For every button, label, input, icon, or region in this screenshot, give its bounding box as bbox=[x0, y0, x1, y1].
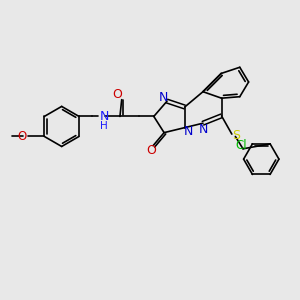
Text: H: H bbox=[100, 121, 108, 131]
Text: S: S bbox=[232, 129, 240, 142]
Text: O: O bbox=[112, 88, 122, 101]
Text: N: N bbox=[100, 110, 110, 123]
Text: O: O bbox=[147, 145, 157, 158]
Text: N: N bbox=[198, 123, 208, 136]
Text: Cl: Cl bbox=[236, 139, 247, 152]
Text: N: N bbox=[159, 91, 168, 104]
Text: O: O bbox=[17, 130, 27, 143]
Text: N: N bbox=[184, 125, 193, 138]
